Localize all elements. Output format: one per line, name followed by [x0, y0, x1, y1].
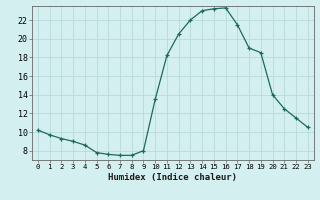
X-axis label: Humidex (Indice chaleur): Humidex (Indice chaleur)	[108, 173, 237, 182]
